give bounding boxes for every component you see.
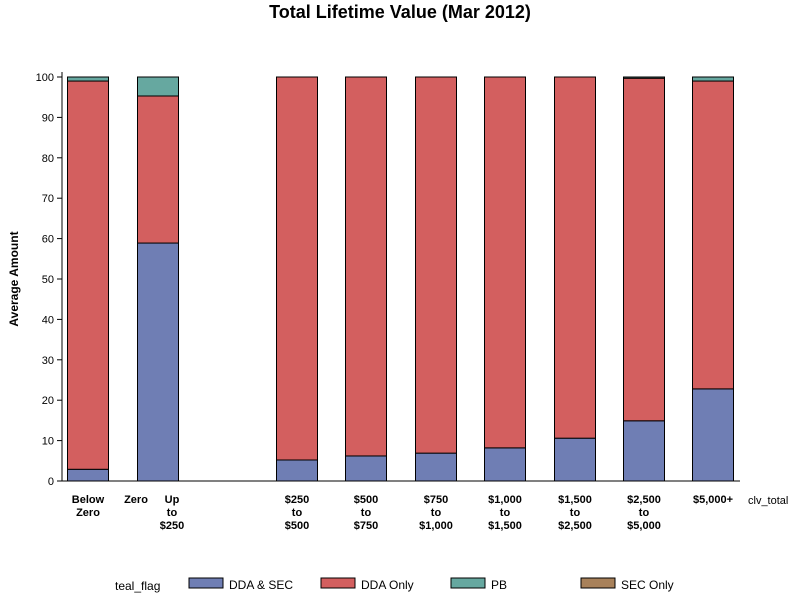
y-tick-label: 40	[42, 314, 54, 326]
bar-segment	[137, 76, 179, 97]
y-tick-label: 100	[36, 72, 54, 84]
bar-segment	[623, 76, 665, 79]
x-tick-label: $750	[424, 494, 448, 506]
x-tick-label: $500	[354, 494, 378, 506]
legend-swatch	[188, 577, 224, 589]
y-tick-label: 10	[42, 436, 54, 448]
bar-segment	[67, 76, 109, 82]
bar-segment	[415, 452, 457, 482]
bar-segment	[692, 80, 734, 390]
x-tick-label: to	[570, 507, 581, 519]
x-tick-label: $5,000+	[693, 494, 733, 506]
x-tick-label: Zero	[124, 494, 148, 506]
y-tick-label: 30	[42, 355, 54, 367]
x-tick-label: $2,500	[627, 494, 661, 506]
bar-segment	[623, 420, 665, 482]
x-tick-label: to	[292, 507, 303, 519]
x-tick-label: $500	[285, 520, 309, 532]
y-tick-label: 60	[42, 234, 54, 246]
bar-segment	[276, 459, 318, 482]
x-tick-label: to	[639, 507, 650, 519]
legend-swatch	[580, 577, 616, 589]
bar-segment	[345, 76, 387, 457]
legend-label: DDA Only	[361, 578, 414, 592]
bar-segment	[67, 468, 109, 482]
x-tick-label: to	[500, 507, 511, 519]
chart-title: Total Lifetime Value (Mar 2012)	[269, 2, 531, 22]
bar-segment	[345, 455, 387, 482]
x-tick-label: $2,500	[558, 520, 592, 532]
bar-segment	[554, 76, 596, 439]
y-tick-label: 20	[42, 395, 54, 407]
x-axis-label: clv_total	[748, 495, 788, 507]
legend-title: teal_flag	[115, 579, 160, 593]
bar-segment	[67, 80, 109, 470]
bar-segment	[137, 242, 179, 482]
y-tick-label: 80	[42, 153, 54, 165]
legend-swatch	[320, 577, 356, 589]
x-tick-label: $1,000	[488, 494, 522, 506]
y-axis-label: Average Amount	[7, 231, 21, 326]
bar-segment	[623, 77, 665, 422]
bar-segment	[484, 447, 526, 482]
x-tick-label: to	[431, 507, 442, 519]
y-tick-label: 50	[42, 274, 54, 286]
x-tick-label: to	[361, 507, 372, 519]
x-tick-label: Below	[72, 494, 105, 506]
bar-segment	[415, 76, 457, 454]
bar-segment	[484, 76, 526, 449]
x-tick-label: $250	[285, 494, 309, 506]
x-tick-label: $250	[160, 520, 184, 532]
x-tick-label: Up	[165, 494, 180, 506]
legend-label: SEC Only	[621, 578, 674, 592]
x-tick-label: $750	[354, 520, 378, 532]
x-tick-label: $1,500	[488, 520, 522, 532]
x-tick-label: Zero	[76, 507, 100, 519]
bar-segment	[276, 76, 318, 461]
y-tick-label: 70	[42, 193, 54, 205]
bar-segment	[692, 76, 734, 82]
x-tick-label: $1,500	[558, 494, 592, 506]
bar-segment	[137, 95, 179, 244]
y-tick-label: 0	[48, 476, 54, 488]
x-tick-label: $5,000	[627, 520, 661, 532]
legend-label: PB	[491, 578, 507, 592]
legend-label: DDA & SEC	[229, 578, 293, 592]
bar-segment	[554, 437, 596, 482]
legend-swatch	[450, 577, 486, 589]
x-tick-label: $1,000	[419, 520, 453, 532]
bar-segment	[692, 388, 734, 482]
x-tick-label: to	[167, 507, 178, 519]
y-tick-label: 90	[42, 112, 54, 124]
